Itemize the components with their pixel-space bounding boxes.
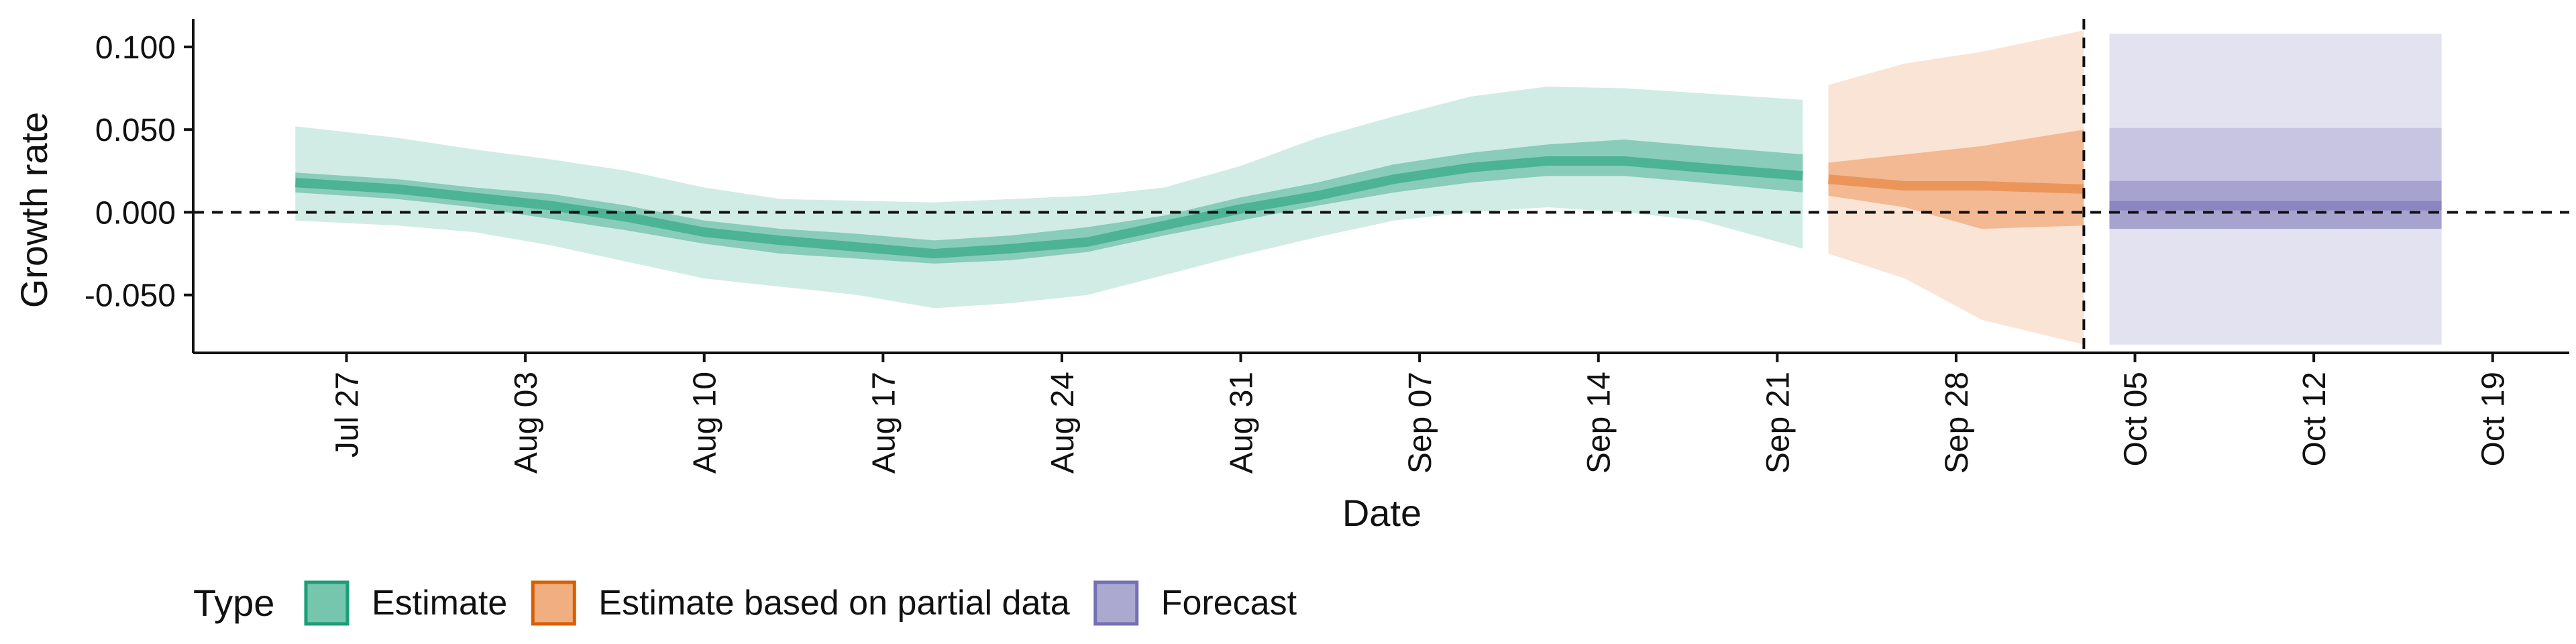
x-axis-ticks: Jul 27 Aug 03 Aug 10 Aug 17 Aug 24 Aug 31 Sep … — [330, 353, 2512, 474]
legend-label-estimate: Estimate — [372, 584, 507, 623]
median-line-estimate-based-on-partial-data — [1827, 174, 2084, 194]
x-tick-label: Aug 10 — [688, 372, 723, 474]
x-tick-label: Aug 17 — [866, 372, 902, 474]
x-axis-title: Date — [1342, 492, 1421, 534]
legend-swatch-forecast — [1093, 580, 1139, 626]
x-tick-label: Oct 19 — [2476, 372, 2512, 466]
y-axis-ticks: 0.100 0.050 0.000 -0.050 — [85, 30, 193, 314]
legend-label-estimate-based-on-partial-data: Estimate based on partial data — [598, 584, 1070, 623]
legend-swatch-estimate-based-on-partial-data — [531, 580, 576, 626]
x-tick-label: Oct 05 — [2118, 372, 2154, 466]
series-estimate-based-on-partial-data — [1827, 30, 2084, 345]
x-tick-label: Oct 12 — [2297, 372, 2332, 466]
y-tick-label: 0.000 — [95, 195, 176, 231]
reference-lines — [193, 19, 2569, 353]
x-tick-label: Sep 28 — [1939, 372, 1975, 474]
series-forecast — [2109, 34, 2442, 345]
band-50-estimate-based-on-partial-data — [1828, 129, 2084, 229]
x-tick-label: Aug 03 — [508, 372, 544, 474]
y-tick-label: 0.050 — [95, 113, 176, 148]
band-90-forecast — [2109, 34, 2442, 345]
x-tick-label: Sep 21 — [1760, 372, 1796, 474]
legend-swatch-estimate — [304, 580, 350, 626]
median-line-estimate — [294, 156, 1803, 259]
uncertainty-bands — [294, 30, 2442, 345]
legend: Type Estimate Estimate based on partial d… — [193, 580, 1297, 626]
x-tick-label: Sep 07 — [1403, 372, 1438, 474]
band-90-estimate — [295, 87, 1803, 309]
x-tick-label: Sep 14 — [1582, 372, 1617, 474]
x-tick-label: Aug 24 — [1045, 372, 1081, 474]
series-estimate — [294, 87, 1803, 309]
y-tick-label: -0.050 — [85, 278, 176, 314]
x-tick-label: Aug 31 — [1224, 372, 1260, 474]
y-axis-title: Growth rate — [13, 112, 55, 309]
y-tick-label: 0.100 — [95, 30, 176, 66]
x-tick-label: Jul 27 — [330, 372, 366, 458]
legend-label-forecast: Forecast — [1161, 584, 1297, 623]
axes — [192, 19, 2569, 354]
legend-title: Type — [193, 582, 274, 624]
